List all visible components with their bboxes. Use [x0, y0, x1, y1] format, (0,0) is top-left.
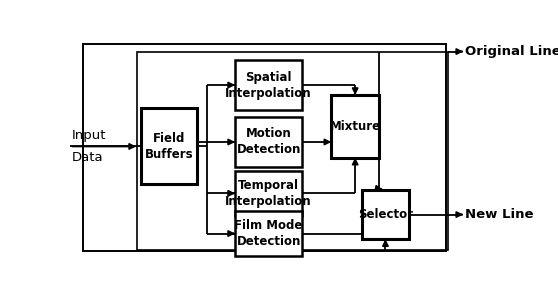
FancyBboxPatch shape	[235, 117, 302, 166]
Bar	[83, 44, 446, 251]
FancyBboxPatch shape	[331, 95, 379, 158]
Text: Film Mode
Detection: Film Mode Detection	[234, 219, 303, 248]
FancyBboxPatch shape	[235, 211, 302, 256]
Text: Data: Data	[72, 151, 104, 164]
FancyBboxPatch shape	[141, 108, 198, 184]
FancyBboxPatch shape	[235, 171, 302, 216]
Text: Selector: Selector	[358, 208, 413, 221]
FancyBboxPatch shape	[235, 61, 302, 110]
Text: Motion
Detection: Motion Detection	[237, 128, 301, 157]
Text: Input: Input	[72, 129, 107, 142]
Text: Temporal
Interpolation: Temporal Interpolation	[225, 179, 312, 208]
Text: Field
Buffers: Field Buffers	[145, 132, 194, 161]
Text: New Line: New Line	[465, 208, 534, 221]
Text: Original Line: Original Line	[465, 45, 558, 58]
Text: Mixture: Mixture	[330, 120, 381, 133]
Text: Spatial
Interpolation: Spatial Interpolation	[225, 70, 312, 99]
FancyBboxPatch shape	[362, 190, 409, 239]
Bar	[137, 52, 448, 250]
